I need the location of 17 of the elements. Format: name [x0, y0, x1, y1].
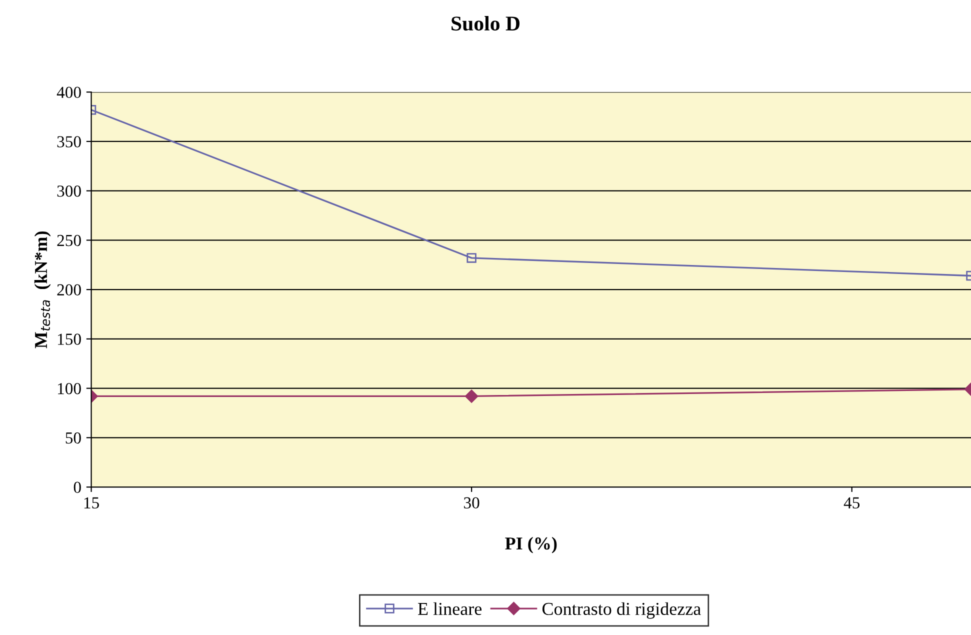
x-tick-label: 30: [464, 497, 480, 508]
x-tick-label: 45: [844, 497, 860, 508]
y-tick-label: 150: [58, 334, 81, 345]
y-tick-label: 50: [66, 432, 81, 444]
y-tick-label: 200: [57, 284, 81, 296]
y-tick-label: 350: [57, 136, 81, 148]
chart-title: Suolo D: [452, 16, 520, 31]
legend-label: E lineare: [418, 602, 482, 616]
y-axis-title: M$_{testa}$ (kN*m): [34, 231, 51, 348]
y-tick-label: 400: [56, 86, 81, 98]
y-tick-label: 100: [58, 383, 81, 394]
y-tick-label: 300: [57, 186, 81, 197]
legend-label: Contrasto di rigidezza: [542, 602, 701, 619]
x-tick-label: 15: [84, 497, 99, 508]
x-axis-title: PI (%): [505, 536, 557, 554]
y-tick-label: 0: [74, 482, 81, 493]
y-tick-label: 250: [57, 234, 81, 246]
